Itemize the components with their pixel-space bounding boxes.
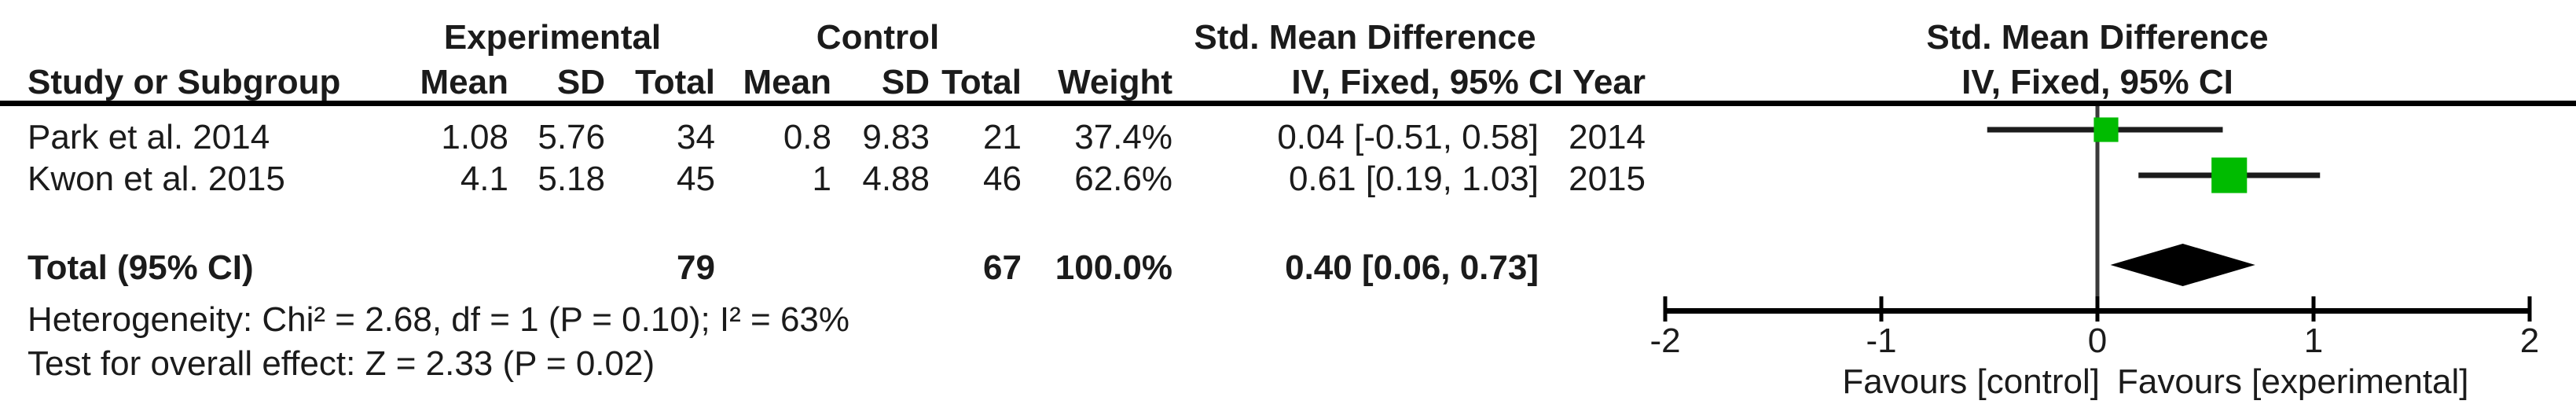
favours-experimental-label: Favours [experimental] <box>2117 362 2469 401</box>
study-name: Kwon et al. 2015 <box>28 160 285 198</box>
sd-ctl-value: 4.88 <box>862 160 930 198</box>
total-ctl-sum: 67 <box>983 248 1022 287</box>
group-header-experimental: Experimental <box>443 18 662 57</box>
total-row-label: Total (95% CI) <box>28 248 254 287</box>
header-divider-line <box>0 101 2576 106</box>
total-exp-value: 45 <box>677 160 715 198</box>
weight-value: 37.4% <box>1074 118 1172 156</box>
plot-header-smd: Std. Mean Difference <box>1926 18 2269 57</box>
total-ctl-value: 21 <box>983 118 1022 156</box>
favours-control-label: Favours [control] <box>1842 362 2100 401</box>
effect-square <box>2093 117 2119 142</box>
total-weight: 100.0% <box>1055 248 1172 287</box>
col-header-mean-exp: Mean <box>420 63 508 101</box>
col-header-sd-exp: SD <box>556 63 605 101</box>
mean-ctl-value: 0.8 <box>783 118 831 156</box>
overall-effect-text: Test for overall effect: Z = 2.33 (P = 0… <box>28 344 655 383</box>
x-axis-tick <box>1663 296 1668 322</box>
col-header-total-exp: Total <box>635 63 715 101</box>
x-axis-tick <box>2527 296 2532 322</box>
total-exp-value: 34 <box>677 118 715 156</box>
group-header-control: Control <box>816 18 940 57</box>
pooled-diamond <box>2110 244 2255 286</box>
total-iv-ci: 0.40 [0.06, 0.73] <box>1285 248 1539 287</box>
x-axis-tick <box>2311 296 2316 322</box>
col-header-study: Study or Subgroup <box>28 63 341 101</box>
x-tick-label: -1 <box>1866 322 1897 360</box>
mean-ctl-value: 1 <box>812 160 831 198</box>
mean-exp-value: 1.08 <box>441 118 508 156</box>
x-axis-tick <box>2095 296 2100 322</box>
sd-exp-value: 5.76 <box>538 118 605 156</box>
col-header-iv-ci: IV, Fixed, 95% CI <box>1291 63 1563 101</box>
sd-exp-value: 5.18 <box>538 160 605 198</box>
total-exp-sum: 79 <box>677 248 715 287</box>
x-tick-label: 1 <box>2303 322 2324 360</box>
mean-exp-value: 4.1 <box>460 160 508 198</box>
zero-effect-line <box>2095 106 2100 314</box>
weight-value: 62.6% <box>1074 160 1172 198</box>
col-header-sd-ctl: SD <box>881 63 930 101</box>
col-header-weight: Weight <box>1058 63 1172 101</box>
plot-header-iv-ci: IV, Fixed, 95% CI <box>1961 63 2233 101</box>
x-tick-label: -2 <box>1649 322 1681 360</box>
total-ctl-value: 46 <box>983 160 1022 198</box>
col-header-mean-ctl: Mean <box>743 63 831 101</box>
col-header-total-ctl: Total <box>941 63 1022 101</box>
x-tick-label: 0 <box>2087 322 2108 360</box>
study-name: Park et al. 2014 <box>28 118 270 156</box>
col-header-year: Year <box>1572 63 1646 101</box>
iv-ci-value: 0.04 [-0.51, 0.58] <box>1277 118 1539 156</box>
heterogeneity-text: Heterogeneity: Chi² = 2.68, df = 1 (P = … <box>28 300 850 339</box>
x-axis-tick <box>1879 296 1884 322</box>
group-header-smd: Std. Mean Difference <box>1194 18 1536 57</box>
year-value: 2015 <box>1569 160 1646 198</box>
year-value: 2014 <box>1569 118 1646 156</box>
iv-ci-value: 0.61 [0.19, 1.03] <box>1288 160 1539 198</box>
sd-ctl-value: 9.83 <box>862 118 930 156</box>
x-tick-label: 2 <box>2519 322 2540 360</box>
effect-square <box>2211 157 2248 193</box>
